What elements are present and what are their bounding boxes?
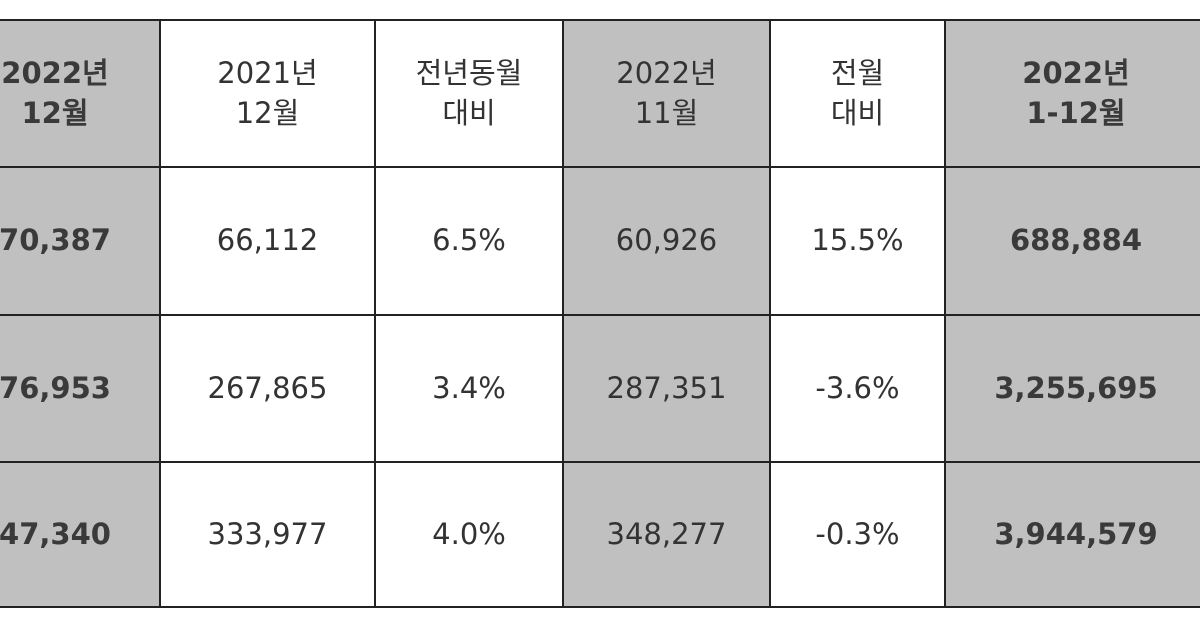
table-cell: 4.0%	[374, 461, 564, 608]
cell-text: 267,865	[207, 370, 328, 405]
header-line: 12월	[21, 95, 89, 130]
cell-text: 6.5%	[432, 223, 506, 258]
header-line: 11월	[634, 95, 699, 130]
cell-text: 3,255,695	[994, 370, 1158, 405]
header-line: 12월	[235, 95, 300, 130]
table-cell: -0.3%	[769, 461, 946, 608]
table-cell: 66,112	[159, 166, 376, 316]
header-cell: 2022년 1-12월	[944, 19, 1200, 168]
cell-text: -3.6%	[815, 370, 900, 405]
table-cell: 70,387	[0, 166, 161, 316]
header-cell: 2022년 12월	[0, 19, 161, 168]
header-line: 2022년	[616, 56, 717, 91]
header-cell: 2022년 11월	[562, 19, 771, 168]
cell-text: 3,944,579	[994, 516, 1158, 551]
table-cell: 47,340	[0, 461, 161, 608]
table-cell: 688,884	[944, 166, 1200, 316]
cell-text: 70,387	[0, 223, 111, 258]
table-cell: 3.4%	[374, 314, 564, 463]
header-line: 2021년	[217, 56, 318, 91]
header-cell: 2021년 12월	[159, 19, 376, 168]
cell-text: 47,340	[0, 516, 111, 551]
table-cell: 76,953	[0, 314, 161, 463]
cell-text: 76,953	[0, 370, 111, 405]
table-cell: 333,977	[159, 461, 376, 608]
cell-text: 66,112	[216, 223, 319, 258]
table-cell: 15.5%	[769, 166, 946, 316]
cell-text: 4.0%	[432, 516, 506, 551]
table-cell: 348,277	[562, 461, 771, 608]
cell-text: 60,926	[615, 223, 718, 258]
header-line: 2022년	[1022, 56, 1130, 91]
table-cell: 3,255,695	[944, 314, 1200, 463]
header-line: 대비	[442, 95, 496, 130]
cell-text: 287,351	[606, 370, 727, 405]
header-line: 전년동월	[415, 56, 523, 91]
cell-text: -0.3%	[815, 516, 900, 551]
table-cell: -3.6%	[769, 314, 946, 463]
table-cell: 60,926	[562, 166, 771, 316]
table-cell: 6.5%	[374, 166, 564, 316]
header-line: 2022년	[1, 56, 109, 91]
cell-text: 688,884	[1009, 223, 1143, 258]
cell-text: 3.4%	[432, 370, 506, 405]
cell-text: 333,977	[207, 516, 328, 551]
cell-text: 348,277	[606, 516, 727, 551]
header-line: 전월	[830, 56, 885, 91]
table-cell: 267,865	[159, 314, 376, 463]
table-cell: 3,944,579	[944, 461, 1200, 608]
table-cell: 287,351	[562, 314, 771, 463]
header-line: 대비	[830, 95, 885, 130]
cell-text: 15.5%	[811, 223, 904, 258]
header-line: 1-12월	[1026, 95, 1126, 130]
